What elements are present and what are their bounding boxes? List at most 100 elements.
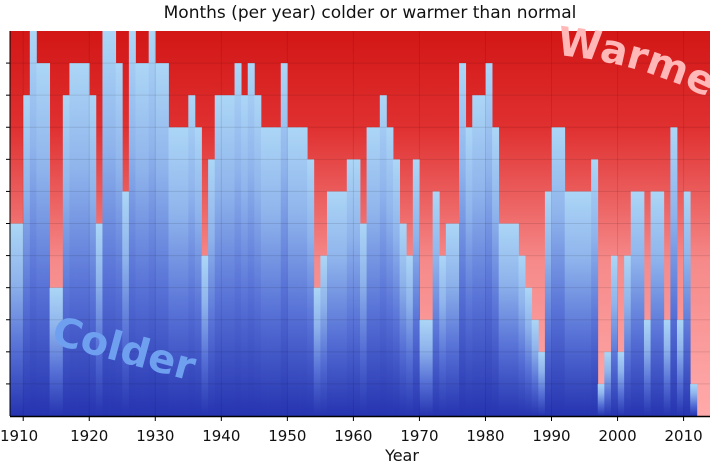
x-tick-label-1930: 1930 bbox=[136, 427, 174, 445]
bar-2001 bbox=[624, 255, 632, 416]
bar-1988 bbox=[538, 351, 546, 416]
bar-1934 bbox=[181, 127, 189, 416]
bar-1927 bbox=[135, 63, 143, 416]
bar-1928 bbox=[142, 63, 150, 416]
bar-1923 bbox=[109, 31, 117, 416]
bar-2003 bbox=[637, 191, 645, 416]
bar-1972 bbox=[432, 191, 440, 416]
x-tick-label-1910: 1910 bbox=[0, 427, 38, 445]
bar-1910 bbox=[23, 95, 31, 417]
bar-1982 bbox=[498, 223, 506, 416]
bar-1971 bbox=[426, 319, 434, 416]
bar-1920 bbox=[89, 95, 97, 417]
bar-1937 bbox=[201, 255, 209, 416]
x-tick-label-1980: 1980 bbox=[466, 427, 504, 445]
bar-1970 bbox=[419, 319, 427, 416]
bar-1964 bbox=[379, 95, 387, 417]
bar-1925 bbox=[122, 191, 130, 416]
bar-1992 bbox=[564, 191, 572, 416]
bar-1908 bbox=[10, 223, 17, 416]
bar-1932 bbox=[168, 127, 176, 416]
bar-1924 bbox=[115, 63, 123, 416]
bar-1957 bbox=[333, 191, 341, 416]
bar-1941 bbox=[227, 95, 235, 417]
bar-1974 bbox=[445, 223, 453, 416]
bar-1973 bbox=[439, 255, 447, 416]
bar-1953 bbox=[307, 159, 315, 416]
bar-1922 bbox=[102, 31, 110, 416]
bar-1977 bbox=[465, 127, 473, 416]
bar-1949 bbox=[280, 63, 288, 416]
bar-1930 bbox=[155, 63, 163, 416]
bar-1987 bbox=[531, 319, 539, 416]
bar-1962 bbox=[366, 127, 374, 416]
x-tick-label-1920: 1920 bbox=[70, 427, 108, 445]
bar-1947 bbox=[267, 127, 275, 416]
bar-1993 bbox=[571, 191, 579, 416]
bar-1979 bbox=[478, 95, 486, 417]
bar-1945 bbox=[254, 95, 262, 417]
bar-1985 bbox=[518, 255, 526, 416]
bar-1967 bbox=[399, 223, 407, 416]
bar-1963 bbox=[373, 127, 381, 416]
bar-1975 bbox=[452, 223, 460, 416]
x-tick-label-1940: 1940 bbox=[202, 427, 240, 445]
bar-1984 bbox=[511, 223, 519, 416]
bar-1940 bbox=[221, 95, 229, 417]
bar-2006 bbox=[657, 191, 665, 416]
bar-1983 bbox=[505, 223, 513, 416]
bar-2009 bbox=[676, 319, 684, 416]
bar-1913 bbox=[43, 63, 51, 416]
bar-1997 bbox=[597, 383, 605, 416]
bar-1976 bbox=[459, 63, 467, 416]
bar-1956 bbox=[326, 191, 334, 416]
bar-1948 bbox=[274, 127, 282, 416]
bar-1939 bbox=[214, 95, 222, 417]
bar-1995 bbox=[584, 191, 592, 416]
bar-1960 bbox=[353, 159, 361, 416]
bar-1943 bbox=[241, 95, 249, 417]
bar-1986 bbox=[525, 287, 533, 416]
bar-1946 bbox=[260, 127, 268, 416]
x-tick-label-1990: 1990 bbox=[532, 427, 570, 445]
bar-2011 bbox=[690, 383, 698, 416]
bar-1929 bbox=[148, 31, 156, 416]
bar-1978 bbox=[472, 95, 480, 417]
bar-1951 bbox=[293, 127, 301, 416]
bar-1919 bbox=[82, 63, 90, 416]
bar-1936 bbox=[194, 127, 202, 416]
bar-1935 bbox=[188, 95, 196, 417]
bar-1915 bbox=[56, 287, 64, 416]
bar-1958 bbox=[340, 191, 348, 416]
bar-1954 bbox=[313, 287, 321, 416]
x-tick-label-2010: 2010 bbox=[664, 427, 702, 445]
bar-1991 bbox=[558, 127, 566, 416]
bar-1931 bbox=[161, 63, 169, 416]
bar-1917 bbox=[69, 63, 77, 416]
chart-title: Months (per year) colder or warmer than … bbox=[164, 3, 577, 23]
bar-1961 bbox=[360, 223, 367, 416]
bar-1994 bbox=[577, 191, 585, 416]
bar-2007 bbox=[663, 319, 671, 416]
bar-1942 bbox=[234, 63, 242, 416]
bar-1921 bbox=[95, 223, 103, 416]
bar-1912 bbox=[36, 63, 44, 416]
bar-1952 bbox=[300, 127, 308, 416]
bar-1996 bbox=[591, 159, 599, 416]
bar-2002 bbox=[630, 191, 638, 416]
bar-1938 bbox=[208, 159, 216, 416]
bar-1968 bbox=[406, 255, 414, 416]
bar-1959 bbox=[346, 159, 354, 416]
bar-1980 bbox=[485, 63, 493, 416]
x-tick-label-2000: 2000 bbox=[598, 427, 636, 445]
bar-1914 bbox=[49, 287, 57, 416]
bar-2010 bbox=[683, 191, 691, 416]
bar-1926 bbox=[128, 31, 136, 416]
bar-1966 bbox=[393, 159, 401, 416]
bar-1944 bbox=[247, 63, 255, 416]
bar-2004 bbox=[643, 319, 651, 416]
bar-1981 bbox=[492, 127, 500, 416]
bar-1933 bbox=[175, 127, 183, 416]
x-tick-label-1950: 1950 bbox=[268, 427, 306, 445]
bar-1990 bbox=[551, 127, 559, 416]
